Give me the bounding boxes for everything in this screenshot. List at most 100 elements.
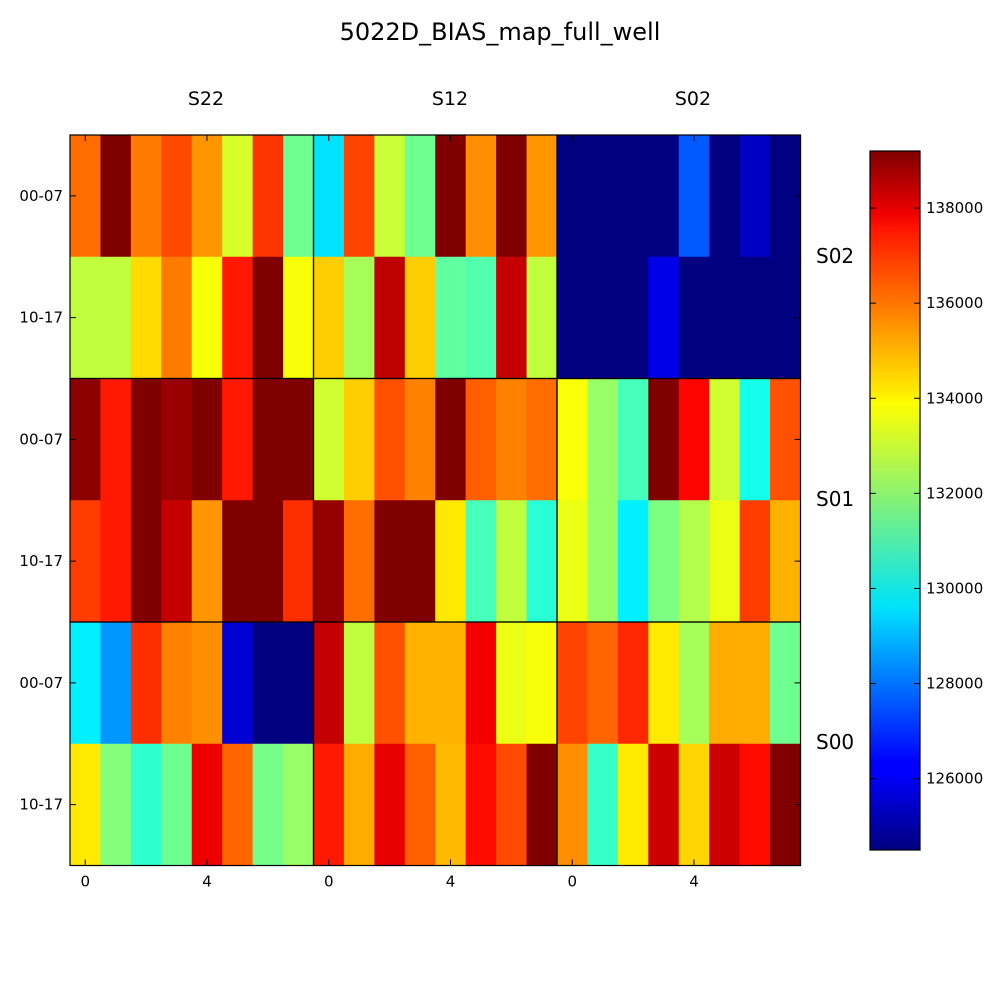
heatmap-cell: [343, 743, 375, 867]
heatmap-cell: [161, 500, 193, 623]
heatmap-cell: [222, 622, 254, 745]
heatmap-cell: [587, 500, 619, 623]
heatmap-cell: [283, 743, 315, 867]
heatmap-cell: [435, 135, 467, 258]
heatmap-cell: [161, 256, 193, 380]
heatmap-cell: [283, 378, 315, 501]
y-tick-label: 10-17: [19, 796, 63, 814]
heatmap-cell: [100, 743, 132, 867]
heatmap-cell: [557, 256, 589, 380]
x-tick-label: 4: [202, 873, 212, 891]
x-tick-label: 0: [80, 873, 90, 891]
heatmap-cell: [587, 622, 619, 745]
heatmap-cell: [161, 135, 193, 258]
heatmap-cell: [617, 622, 649, 745]
x-tick-label: 4: [689, 873, 699, 891]
x-tick-label: 0: [324, 873, 334, 891]
heatmap-cell: [404, 135, 436, 258]
heatmap-cell: [465, 256, 497, 380]
colorbar-gradient: [869, 150, 921, 851]
heatmap-cells: [70, 135, 802, 867]
heatmap-cell: [161, 378, 193, 501]
heatmap-cell: [496, 378, 528, 501]
heatmap-cell: [130, 378, 162, 501]
colorbar-tick-label: 130000: [926, 579, 983, 597]
heatmap-cell: [496, 622, 528, 745]
heatmap-cell: [161, 622, 193, 745]
heatmap-cell: [374, 135, 406, 258]
row-label-s01: S01: [816, 487, 854, 511]
heatmap-cell: [709, 622, 741, 745]
row-label-s00: S00: [816, 730, 854, 754]
heatmap-cell: [191, 743, 223, 867]
heatmap-cell: [648, 256, 680, 380]
heatmap-cell: [404, 622, 436, 745]
heatmap-cell: [404, 500, 436, 623]
heatmap-cell: [283, 622, 315, 745]
heatmap-cell: [709, 743, 741, 867]
heatmap-cell: [435, 622, 467, 745]
column-label-s02: S02: [675, 88, 711, 110]
column-label-s22: S22: [188, 88, 224, 110]
heatmap-cell: [617, 135, 649, 258]
heatmap-cell: [343, 378, 375, 501]
colorbar-tick-label: 134000: [926, 389, 983, 407]
heatmap-cell: [252, 378, 284, 501]
x-tick-label: 4: [446, 873, 456, 891]
heatmap-cell: [435, 378, 467, 501]
panel-frame: [556, 621, 802, 867]
heatmap-cell: [191, 135, 223, 258]
heatmap-cell: [191, 500, 223, 623]
heatmap-cell: [557, 500, 589, 623]
heatmap-cell: [496, 500, 528, 623]
colorbar-tick-label: 136000: [926, 294, 983, 312]
heatmap-cell: [404, 256, 436, 380]
heatmap-cell: [496, 743, 528, 867]
heatmap-cell: [252, 256, 284, 380]
heatmap-cell: [252, 622, 284, 745]
heatmap-cell: [100, 135, 132, 258]
heatmap-cell: [130, 622, 162, 745]
heatmap-cell: [283, 135, 315, 258]
heatmap-cell: [557, 135, 589, 258]
heatmap-cell: [648, 743, 680, 867]
heatmap-cell: [648, 378, 680, 501]
heatmap-cell: [374, 743, 406, 867]
heatmap-cell: [709, 378, 741, 501]
heatmap-cell: [313, 256, 345, 380]
y-tick-label: 00-07: [19, 187, 63, 205]
heatmap-cell: [222, 256, 254, 380]
heatmap-cell: [739, 622, 771, 745]
heatmap-cell: [526, 500, 558, 623]
heatmap-cell: [617, 743, 649, 867]
heatmap-cell: [526, 256, 558, 380]
heatmap-cell: [374, 500, 406, 623]
heatmap-cell: [465, 378, 497, 501]
heatmap-cell: [374, 256, 406, 380]
heatmap-cell: [222, 135, 254, 258]
heatmap-cell: [648, 135, 680, 258]
heatmap-cell: [739, 378, 771, 501]
y-tick-label: 10-17: [19, 309, 63, 327]
heatmap-cell: [191, 378, 223, 501]
chart-title: 5022D_BIAS_map_full_well: [340, 18, 661, 46]
heatmap-cell: [557, 743, 589, 867]
heatmap-cell: [313, 743, 345, 867]
heatmap-cell: [130, 135, 162, 258]
heatmap-cell: [496, 256, 528, 380]
heatmap-cell: [252, 500, 284, 623]
heatmap-cell: [739, 743, 771, 867]
heatmap-cell: [678, 256, 710, 380]
heatmap-cell: [343, 622, 375, 745]
heatmap-cell: [161, 743, 193, 867]
heatmap-cell: [739, 135, 771, 258]
heatmap-cell: [465, 622, 497, 745]
heatmap-cell: [678, 622, 710, 745]
heatmap-cell: [739, 500, 771, 623]
heatmap-cell: [587, 256, 619, 380]
heatmap-cell: [343, 500, 375, 623]
heatmap-cell: [648, 622, 680, 745]
heatmap-cell: [100, 256, 132, 380]
heatmap-cell: [222, 500, 254, 623]
